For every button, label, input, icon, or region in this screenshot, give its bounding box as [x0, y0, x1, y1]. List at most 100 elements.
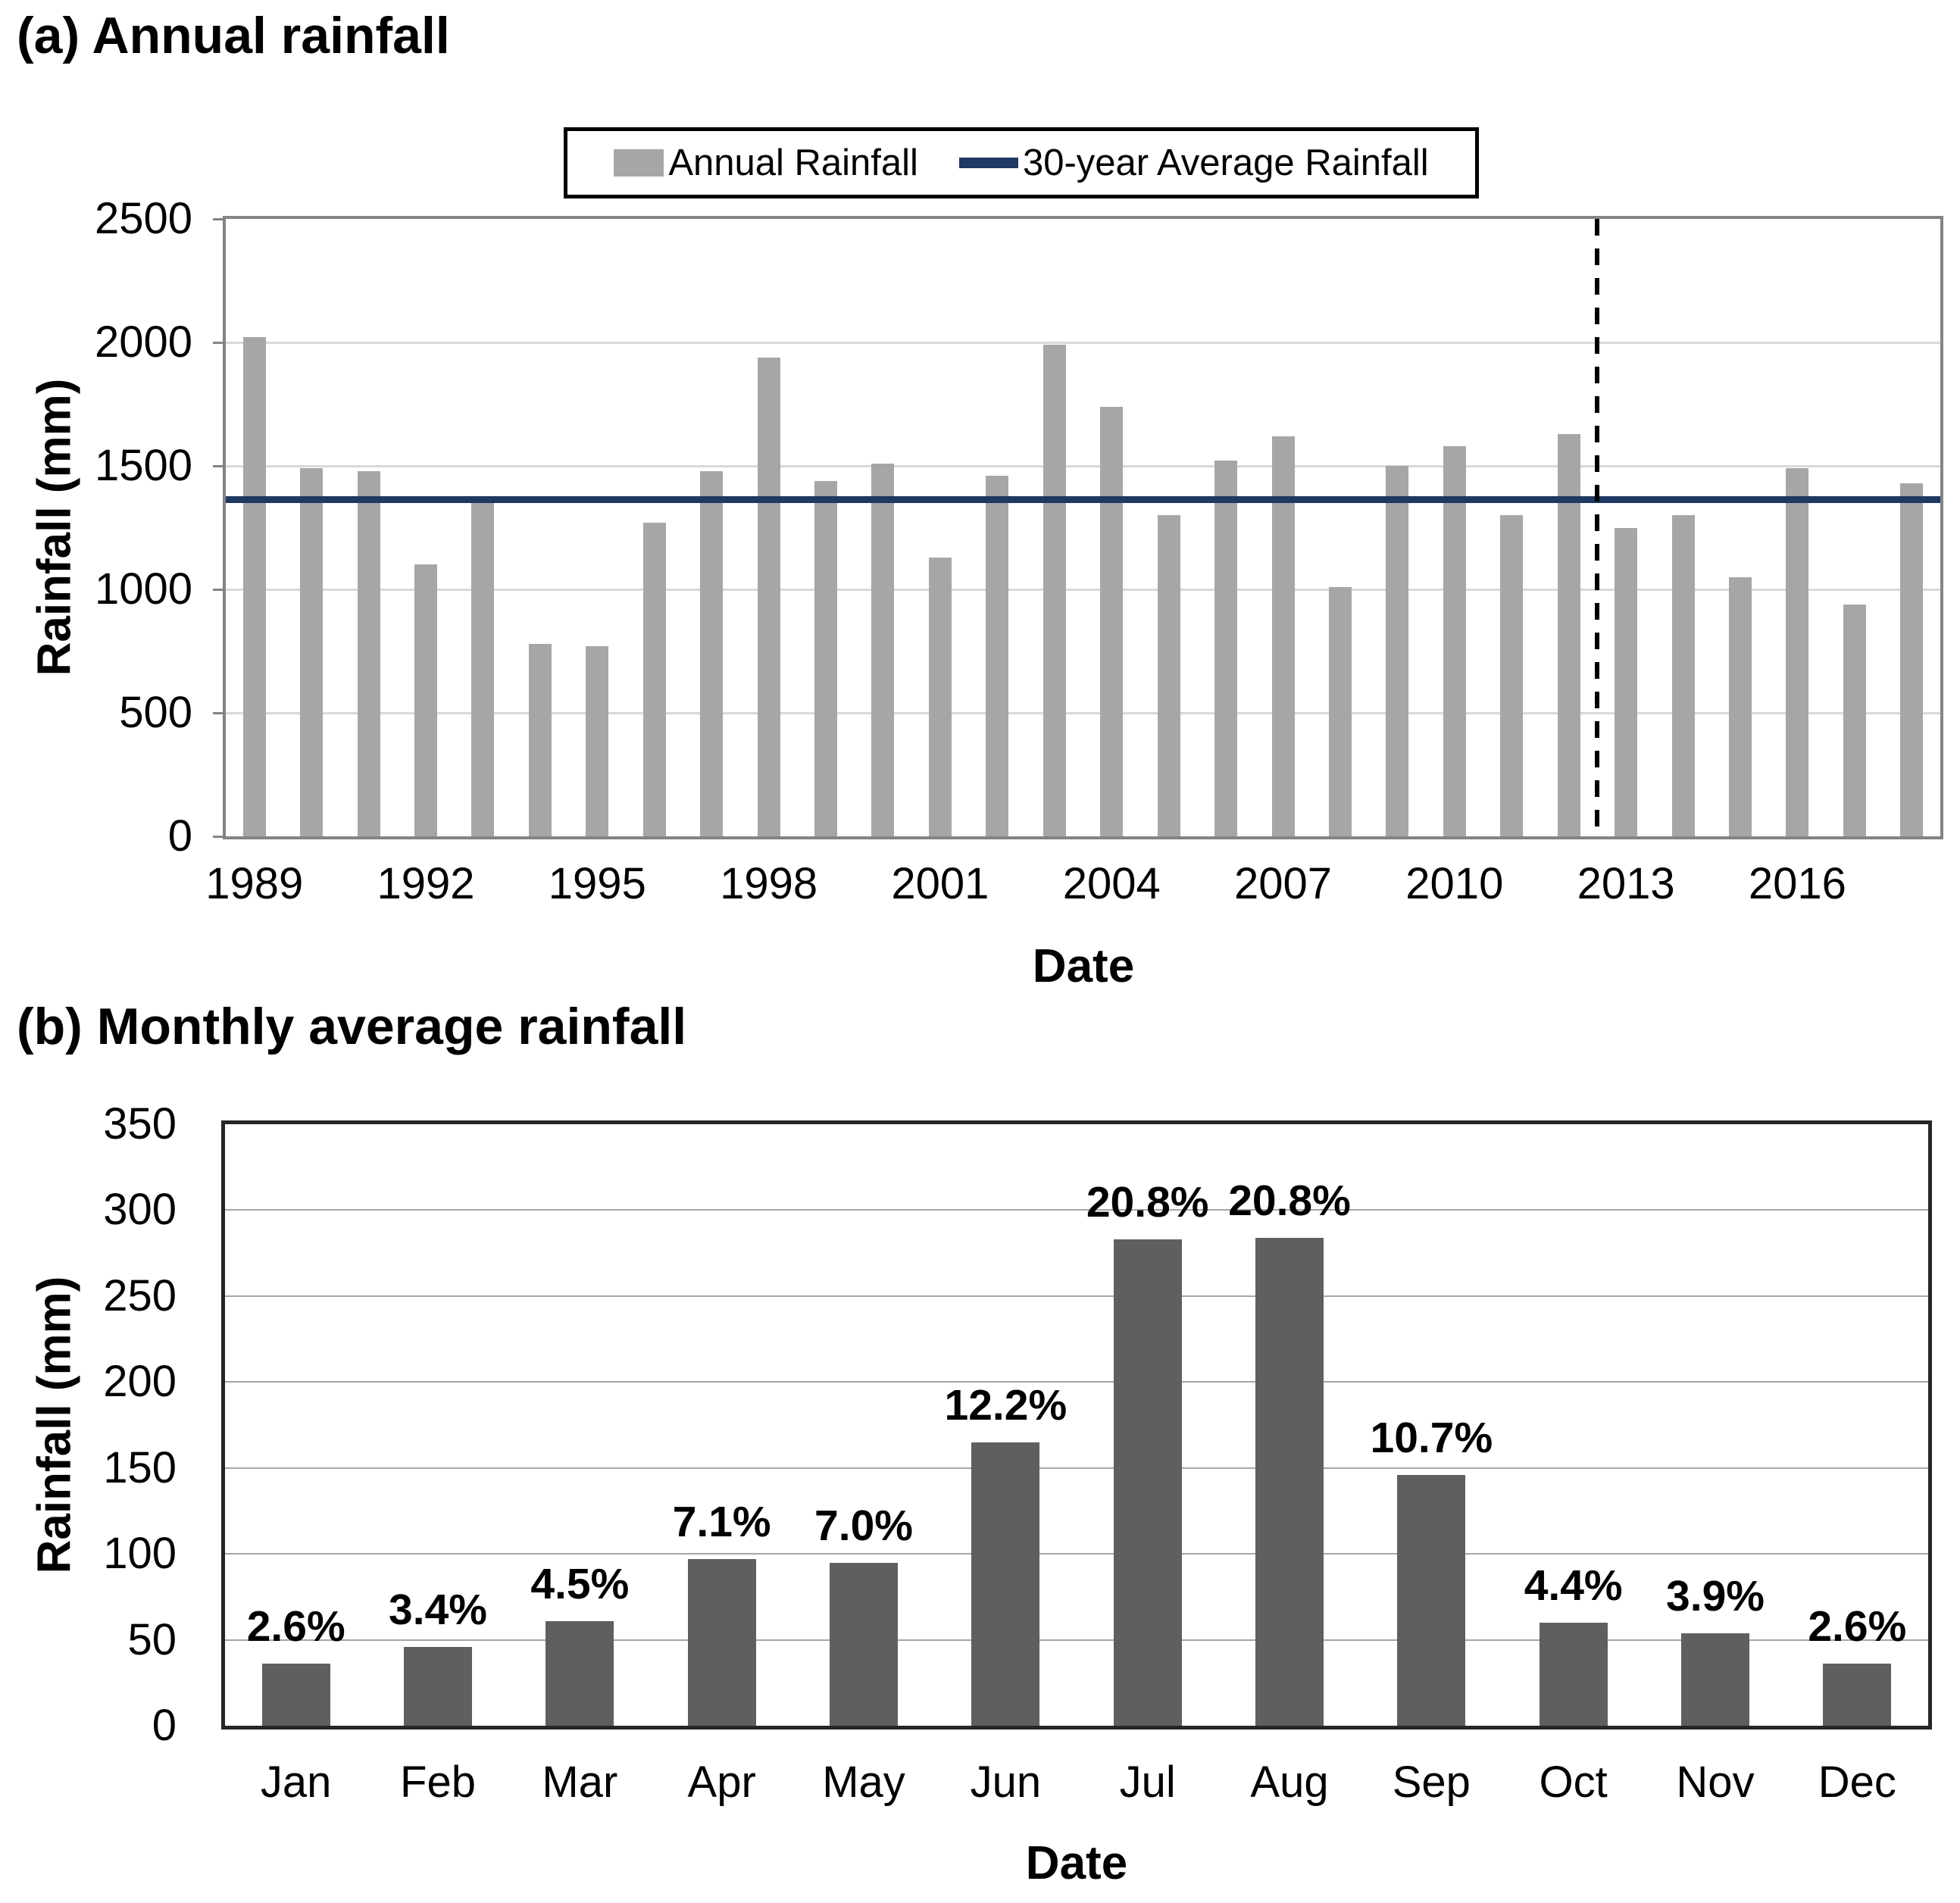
- bar: [1255, 1237, 1324, 1726]
- bar-percent-label: 20.8%: [1228, 1176, 1351, 1225]
- bar-percent-label: 3.4%: [389, 1585, 487, 1634]
- y-tick-mark-icon: [213, 836, 226, 838]
- bar: [1539, 1622, 1608, 1726]
- bar: [871, 463, 895, 836]
- y-tick-label: 1000: [94, 564, 192, 614]
- bar: [1443, 445, 1466, 836]
- y-tick-mark-icon: [213, 589, 226, 591]
- x-tick-label: Feb: [400, 1758, 476, 1807]
- bar: [528, 643, 552, 836]
- bar-percent-label: 10.7%: [1370, 1413, 1493, 1462]
- x-tick-label: Jul: [1119, 1758, 1176, 1807]
- x-tick-label: 1998: [720, 859, 818, 908]
- x-tick-label: Mar: [542, 1758, 618, 1807]
- y-tick-label: 500: [119, 688, 192, 737]
- bar: [1681, 1633, 1749, 1726]
- bar: [1157, 515, 1180, 836]
- bar: [1615, 527, 1638, 836]
- y-tick-label: 200: [103, 1357, 177, 1407]
- x-tick-label: 2001: [891, 859, 989, 908]
- y-tick-mark-icon: [213, 465, 226, 467]
- bar: [357, 470, 380, 836]
- x-axis-title-annual: Date: [1032, 940, 1135, 992]
- bar: [1328, 586, 1352, 836]
- y-tick-label: 50: [127, 1614, 177, 1664]
- x-tick-label: Nov: [1676, 1758, 1755, 1807]
- annual-plot-area: 0 500 1000 1500 2000 2500 1989 1992 1995 1998 2001…: [95, 194, 1943, 908]
- gridline: [226, 589, 1940, 591]
- bar: [242, 337, 266, 836]
- y-tick-label: 350: [103, 1099, 177, 1148]
- x-tick-label: 2007: [1234, 859, 1333, 908]
- gridline: [226, 712, 1940, 714]
- bar-percent-label: 7.0%: [814, 1501, 913, 1550]
- legend-label-annual: Annual Rainfall: [668, 142, 918, 183]
- y-tick-label: 0: [167, 811, 192, 861]
- x-tick-label: 2004: [1062, 859, 1161, 908]
- average-line: [226, 496, 1940, 503]
- x-tick-label: May: [822, 1758, 905, 1807]
- gridline: [225, 1639, 1928, 1641]
- x-tick-label: Jun: [970, 1758, 1042, 1807]
- monthly-plot-area: 0 50 100 150 200 250 300 350 2.6% 3.4% 4.5% 7.1% 7.0…: [103, 1099, 1932, 1807]
- dashed-divider-line: [1595, 219, 1600, 836]
- bar-percent-label: 3.9%: [1666, 1571, 1765, 1620]
- bar: [757, 357, 780, 836]
- x-tick-label: 2010: [1405, 859, 1504, 908]
- bar: [814, 480, 838, 836]
- bar: [1100, 406, 1124, 836]
- bar: [1500, 515, 1524, 836]
- gridline: [225, 1209, 1928, 1211]
- bar: [1043, 345, 1066, 836]
- bar: [687, 1558, 756, 1726]
- bar: [300, 468, 324, 836]
- bar: [1557, 433, 1580, 836]
- bar: [642, 522, 666, 836]
- x-tick-label: 1989: [205, 859, 304, 908]
- x-tick-label: 1992: [377, 859, 475, 908]
- bar-percent-label: 20.8%: [1086, 1178, 1209, 1226]
- x-tick-label: Oct: [1539, 1758, 1608, 1807]
- y-tick-label: 250: [103, 1270, 177, 1320]
- legend-label-average: 30-year Average Rainfall: [1022, 142, 1429, 183]
- x-tick-label: Sep: [1392, 1758, 1471, 1807]
- bar-percent-label: 2.6%: [1808, 1602, 1907, 1651]
- bar: [1214, 461, 1238, 836]
- bar-percent-label: 4.4%: [1524, 1561, 1623, 1610]
- line-swatch-icon: [958, 158, 1018, 168]
- bar: [545, 1620, 614, 1726]
- bar: [1728, 577, 1752, 836]
- bar: [414, 564, 438, 836]
- bar-percent-label: 2.6%: [246, 1602, 345, 1651]
- y-tick-mark-icon: [213, 218, 226, 220]
- x-tick-label: Jan: [260, 1758, 332, 1807]
- bar: [1786, 468, 1809, 836]
- bar-percent-label: 7.1%: [672, 1497, 771, 1546]
- bar: [586, 645, 609, 836]
- bar: [1900, 483, 1924, 836]
- legend-item-annual-rainfall: Annual Rainfall: [614, 142, 918, 184]
- bar: [404, 1646, 472, 1726]
- panel-b-title: (b) Monthly average rainfall: [17, 998, 687, 1055]
- y-tick-label: 150: [103, 1442, 177, 1492]
- bar: [971, 1442, 1040, 1726]
- y-tick-label: 300: [103, 1185, 177, 1235]
- bar: [830, 1562, 898, 1726]
- y-tick-label: 1500: [94, 441, 192, 490]
- bar: [700, 470, 724, 836]
- gridline: [225, 1553, 1928, 1555]
- gridline: [225, 1381, 1928, 1383]
- bar: [986, 476, 1009, 836]
- gridline: [226, 342, 1940, 344]
- legend-item-average-line: 30-year Average Rainfall: [918, 142, 1429, 184]
- bar: [1397, 1474, 1466, 1726]
- bar-swatch-icon: [614, 149, 664, 177]
- bar: [261, 1664, 330, 1726]
- gridline: [226, 465, 1940, 467]
- bar: [1843, 604, 1866, 836]
- x-tick-label: 2016: [1748, 859, 1846, 908]
- bar-percent-label: 12.2%: [944, 1380, 1068, 1430]
- gridline: [225, 1295, 1928, 1297]
- x-axis-title-monthly: Date: [1025, 1837, 1128, 1889]
- panel-a-title: (a) Annual rainfall: [17, 7, 450, 64]
